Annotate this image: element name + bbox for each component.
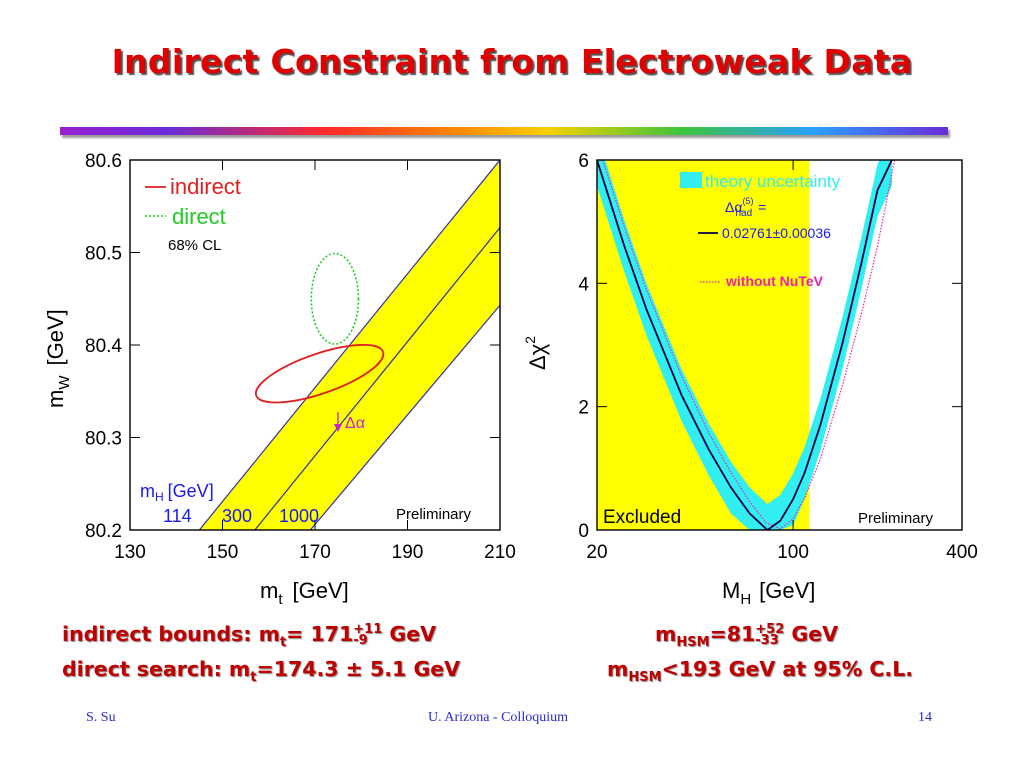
indirect-contour xyxy=(254,343,385,404)
direct-contour xyxy=(310,252,360,345)
direct-search-text: direct search: mt=174.3 ± 5.1 GeV xyxy=(62,657,461,686)
y-tick-label-80.5: 80.5 xyxy=(85,244,122,265)
x-tick-label-190: 190 xyxy=(392,542,424,563)
without-nutev-curve xyxy=(602,160,896,530)
sm-line-mh-1000 xyxy=(309,304,500,530)
x-tick-label-170: 170 xyxy=(299,542,331,563)
y-tick-label-80.2: 80.2 xyxy=(85,521,122,542)
r-y-tick-label-6: 6 xyxy=(578,151,589,172)
mh-value-114: 114 xyxy=(163,506,192,526)
footer-author: S. Su xyxy=(86,710,116,725)
excluded-label: Excluded xyxy=(603,507,681,528)
mh-value-300: 300 xyxy=(222,506,252,526)
legend-nutev-label: without NuTeV xyxy=(725,273,824,289)
x-tick-label-210: 210 xyxy=(484,542,516,563)
y-tick-label-80.6: 80.6 xyxy=(85,151,122,172)
y-tick-label-80.4: 80.4 xyxy=(85,336,122,357)
title-divider xyxy=(60,127,948,135)
x-axis-label-right: MH [GeV] xyxy=(722,578,815,608)
preliminary-label-right: Preliminary xyxy=(858,510,934,527)
delta-alpha-label: Δα xyxy=(345,415,365,432)
indirect-bounds-text: indirect bounds: mt= 171 +11 -9 GeV xyxy=(62,622,436,651)
sm-line-mh-300 xyxy=(254,227,500,530)
r-y-tick-label-4: 4 xyxy=(578,274,589,295)
x-tick-label-130: 130 xyxy=(114,542,146,563)
legend-indirect-label: indirect xyxy=(170,174,241,199)
r-x-tick-label-400: 400 xyxy=(946,542,978,563)
r-y-tick-label-2: 2 xyxy=(578,398,589,419)
mh-value-1000: 1000 xyxy=(279,506,319,526)
preliminary-label-left: Preliminary xyxy=(396,506,472,523)
r-y-tick-label-0: 0 xyxy=(578,521,589,542)
y-axis-label-left: mW[GeV] xyxy=(43,309,73,408)
r-x-tick-label-100: 100 xyxy=(777,542,809,563)
r-x-tick-label-20: 20 xyxy=(586,542,607,563)
plot-frame-right xyxy=(596,159,963,531)
x-tick-label-150: 150 xyxy=(207,542,239,563)
theory-uncertainty-band xyxy=(597,160,892,530)
x-axis-label-left: mt [GeV] xyxy=(260,578,349,608)
cl-label: 68% CL xyxy=(168,237,221,254)
legend-theory-label: theory uncertainty xyxy=(705,172,841,191)
excluded-region xyxy=(597,160,810,530)
delta-alpha-arrowhead xyxy=(334,424,342,432)
footer-venue: U. Arizona - Colloquium xyxy=(428,710,568,725)
legend-alpha-label: Δα(5) had = xyxy=(725,196,766,219)
y-axis-label-right: Δχ2 xyxy=(522,336,550,370)
mh-label: mH [GeV] xyxy=(140,481,214,504)
footer-page-number: 14 xyxy=(918,710,932,725)
mhsm-value-text: mHSM=81 +52 -33 GeV xyxy=(655,622,838,651)
legend-direct-label: direct xyxy=(172,204,226,229)
slide-title: Indirect Constraint from Electroweak Dat… xyxy=(111,42,913,81)
y-tick-label-80.3: 80.3 xyxy=(85,429,122,450)
mhsm-limit-text: mHSM<193 GeV at 95% C.L. xyxy=(607,657,914,686)
legend-alpha-value: 0.02761±0.00036 xyxy=(722,225,831,241)
legend-theory-swatch xyxy=(680,172,702,188)
